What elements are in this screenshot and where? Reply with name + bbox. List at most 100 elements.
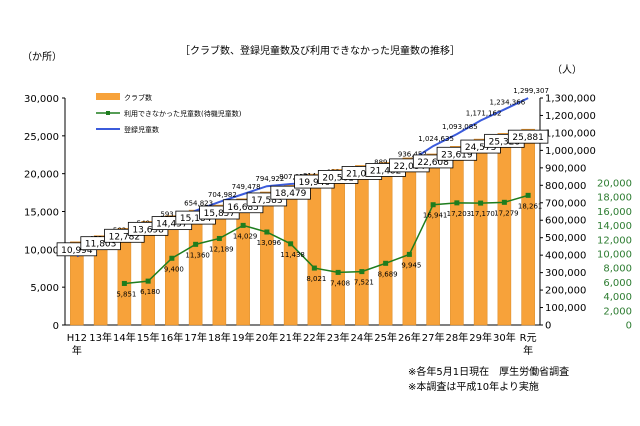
bar-data-label: 15,184 bbox=[180, 214, 212, 224]
x-tick-label: 13年 bbox=[89, 331, 112, 344]
x-tick-label: 21年 bbox=[279, 331, 302, 344]
x-tick-label: 28年 bbox=[446, 331, 469, 344]
bar-data-label: 10,994 bbox=[61, 246, 93, 256]
note-1: ※各年5月1日現在 厚生労働省調査 bbox=[408, 365, 569, 378]
bar bbox=[473, 138, 488, 326]
registered-data-label: 807,857 bbox=[279, 173, 308, 181]
bar bbox=[283, 184, 298, 326]
waiting-point bbox=[169, 255, 175, 261]
registered-data-label: 704,982 bbox=[208, 191, 237, 199]
bar bbox=[378, 162, 393, 326]
registered-data-label: 794,922 bbox=[255, 175, 284, 183]
right-tick-label: 900,000 bbox=[545, 163, 586, 174]
waiting-tick-label: 8,000 bbox=[603, 264, 632, 275]
bar bbox=[521, 128, 535, 326]
legend-swatch-clubs bbox=[96, 93, 120, 100]
bar-data-label: 11,803 bbox=[85, 240, 117, 250]
bar bbox=[236, 198, 250, 326]
x-tick-label: 15年 bbox=[137, 331, 160, 344]
left-tick-label: 10,000 bbox=[24, 245, 59, 256]
waiting-point bbox=[264, 229, 270, 235]
right-tick-label: 300,000 bbox=[545, 268, 586, 279]
x-tick-label: 18年 bbox=[208, 331, 231, 344]
waiting-tick-label: 16,000 bbox=[597, 207, 632, 218]
bar bbox=[331, 169, 345, 326]
right-tick-label: 400,000 bbox=[545, 251, 586, 262]
x-tick-label: 23年 bbox=[327, 331, 350, 344]
waiting-data-label: 9,400 bbox=[164, 265, 184, 273]
registered-data-label: 1,234,366 bbox=[490, 98, 526, 106]
bar-data-label: 21,085 bbox=[346, 169, 378, 179]
waiting-data-label: 7,521 bbox=[354, 279, 374, 287]
left-tick-label: 30,000 bbox=[24, 94, 59, 105]
waiting-data-label: 11,438 bbox=[280, 251, 305, 259]
bar-series-clubs bbox=[70, 128, 535, 326]
waiting-data-label: 14,029 bbox=[233, 232, 258, 240]
chart-title: ［クラブ数、登録児童数及び利用できなかった児童数の推移］ bbox=[180, 44, 460, 57]
right-tick-label: 800,000 bbox=[545, 181, 586, 192]
waiting-point bbox=[216, 235, 222, 241]
axes: 0 5,000 10,000 15,000 20,000 25,000 30,000 0 100… bbox=[24, 94, 632, 358]
waiting-data-label: 7,408 bbox=[330, 279, 350, 287]
waiting-data-label: 9,945 bbox=[401, 261, 421, 269]
right-tick-label: 600,000 bbox=[545, 216, 586, 227]
registered-data-label: 593,764 bbox=[160, 210, 189, 218]
right-unit: （人） bbox=[552, 64, 582, 76]
right-tick-label: 1,300,000 bbox=[545, 94, 596, 105]
x-tick-label: 25年 bbox=[374, 331, 397, 344]
bar bbox=[70, 241, 84, 326]
bar bbox=[141, 221, 155, 326]
bar-data-label: 19,946 bbox=[299, 178, 331, 188]
x-tick-label: 27年 bbox=[422, 331, 445, 344]
left-tick-label: 25,000 bbox=[24, 132, 59, 143]
x-tick-label: 24年 bbox=[351, 331, 374, 344]
x-tick-label: 17年 bbox=[184, 331, 207, 344]
x-tick-label: 29年 bbox=[469, 331, 492, 344]
registered-data-label: 1,171,162 bbox=[466, 109, 502, 117]
waiting-tick-label: 10,000 bbox=[597, 250, 632, 261]
data-labels: 392,893452,135502,041540,595593,764654,8… bbox=[56, 87, 549, 298]
bar-data-label: 13,698 bbox=[132, 225, 164, 235]
left-tick-label: 15,000 bbox=[24, 208, 59, 219]
waiting-data-label: 17,279 bbox=[494, 209, 519, 217]
bar bbox=[260, 191, 274, 326]
bar-label-box bbox=[270, 185, 311, 200]
bar-data-label: 25,881 bbox=[512, 133, 544, 143]
right-tick-label: 1,200,000 bbox=[545, 111, 596, 122]
waiting-point bbox=[501, 199, 507, 205]
registered-data-label: 654,823 bbox=[184, 200, 213, 208]
waiting-data-label: 13,096 bbox=[257, 239, 282, 247]
bar bbox=[165, 215, 179, 326]
note-2: ※本調査は平成10年より実施 bbox=[408, 380, 539, 393]
legend-label-waiting: 利用できなかった児童数(待機児童数) bbox=[124, 109, 242, 118]
bar-data-label: 17,583 bbox=[251, 196, 283, 206]
waiting-point bbox=[383, 260, 389, 266]
bar-data-label: 25,328 bbox=[489, 137, 521, 147]
bar-data-label: 23,619 bbox=[441, 150, 473, 160]
waiting-point bbox=[121, 280, 127, 286]
waiting-tick-label: 12,000 bbox=[597, 235, 632, 246]
legend-marker-waiting bbox=[106, 111, 110, 115]
right-tick-label: 500,000 bbox=[545, 233, 586, 244]
registered-data-label: 936,452 bbox=[398, 150, 427, 158]
bar bbox=[117, 228, 132, 326]
waiting-point bbox=[193, 241, 199, 247]
x-tick-label: 22年 bbox=[303, 331, 326, 344]
bar-data-label: 12,782 bbox=[109, 232, 141, 242]
waiting-point bbox=[335, 269, 341, 275]
legend: クラブ数 利用できなかった児童数(待機児童数) 登録児童数 bbox=[84, 88, 259, 136]
waiting-tick-label: 20,000 bbox=[597, 179, 632, 190]
right-tick-label: 0 bbox=[545, 321, 551, 332]
waiting-data-label: 18,261 bbox=[518, 202, 543, 210]
bar bbox=[307, 173, 322, 326]
left-tick-label: 5,000 bbox=[30, 283, 59, 294]
bar-data-label: 22,608 bbox=[417, 158, 449, 168]
right-tick-label: 200,000 bbox=[545, 286, 586, 297]
bar-data-label: 18,479 bbox=[275, 189, 307, 199]
bar bbox=[497, 133, 512, 326]
right-tick-label: 1,100,000 bbox=[545, 128, 596, 139]
x-tick-label: 16年 bbox=[161, 331, 184, 344]
bar-data-label: 22,084 bbox=[394, 162, 426, 172]
waiting-point bbox=[454, 200, 460, 206]
waiting-point bbox=[288, 241, 294, 247]
